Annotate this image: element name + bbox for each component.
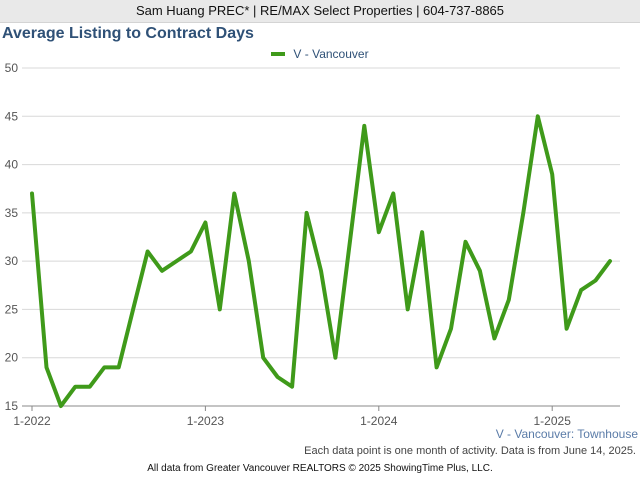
header-text: Sam Huang PREC* | RE/MAX Select Properti… (135, 3, 505, 18)
series-layer (30, 114, 612, 408)
source-footer: All data from Greater Vancouver REALTORS… (147, 463, 493, 474)
x-tick-label: 1-2024 (360, 414, 398, 428)
y-tick-label: 30 (5, 254, 19, 268)
legend: V - Vancouver (0, 45, 640, 63)
chart-title: Average Listing to Contract Days (2, 25, 254, 42)
y-tick-label: 15 (5, 399, 19, 413)
y-tick-label: 45 (5, 109, 19, 123)
legend-label: V - Vancouver (293, 47, 369, 61)
y-tick-label: 50 (5, 61, 19, 75)
y-tick-labels: 15 20 25 30 35 40 45 50 (5, 61, 19, 413)
x-tick-labels: 1-2022 1-2023 1-2024 1-2025 (13, 414, 571, 428)
x-tick-label: 1-2023 (187, 414, 225, 428)
y-tick-label: 20 (5, 351, 19, 365)
x-tick-label: 1-2022 (13, 414, 51, 428)
y-tick-label: 40 (5, 158, 19, 172)
y-tick-label: 35 (5, 206, 19, 220)
grid (22, 67, 620, 407)
axes (22, 405, 620, 411)
legend-swatch (271, 52, 286, 56)
chart-subtitle: V - Vancouver: Townhouse (495, 427, 638, 441)
y-tick-label: 25 (5, 302, 19, 316)
header-bar: Sam Huang PREC* | RE/MAX Select Properti… (0, 0, 640, 23)
activity-note: Each data point is one month of activity… (304, 445, 636, 457)
x-tick-label: 1-2025 (534, 414, 572, 428)
